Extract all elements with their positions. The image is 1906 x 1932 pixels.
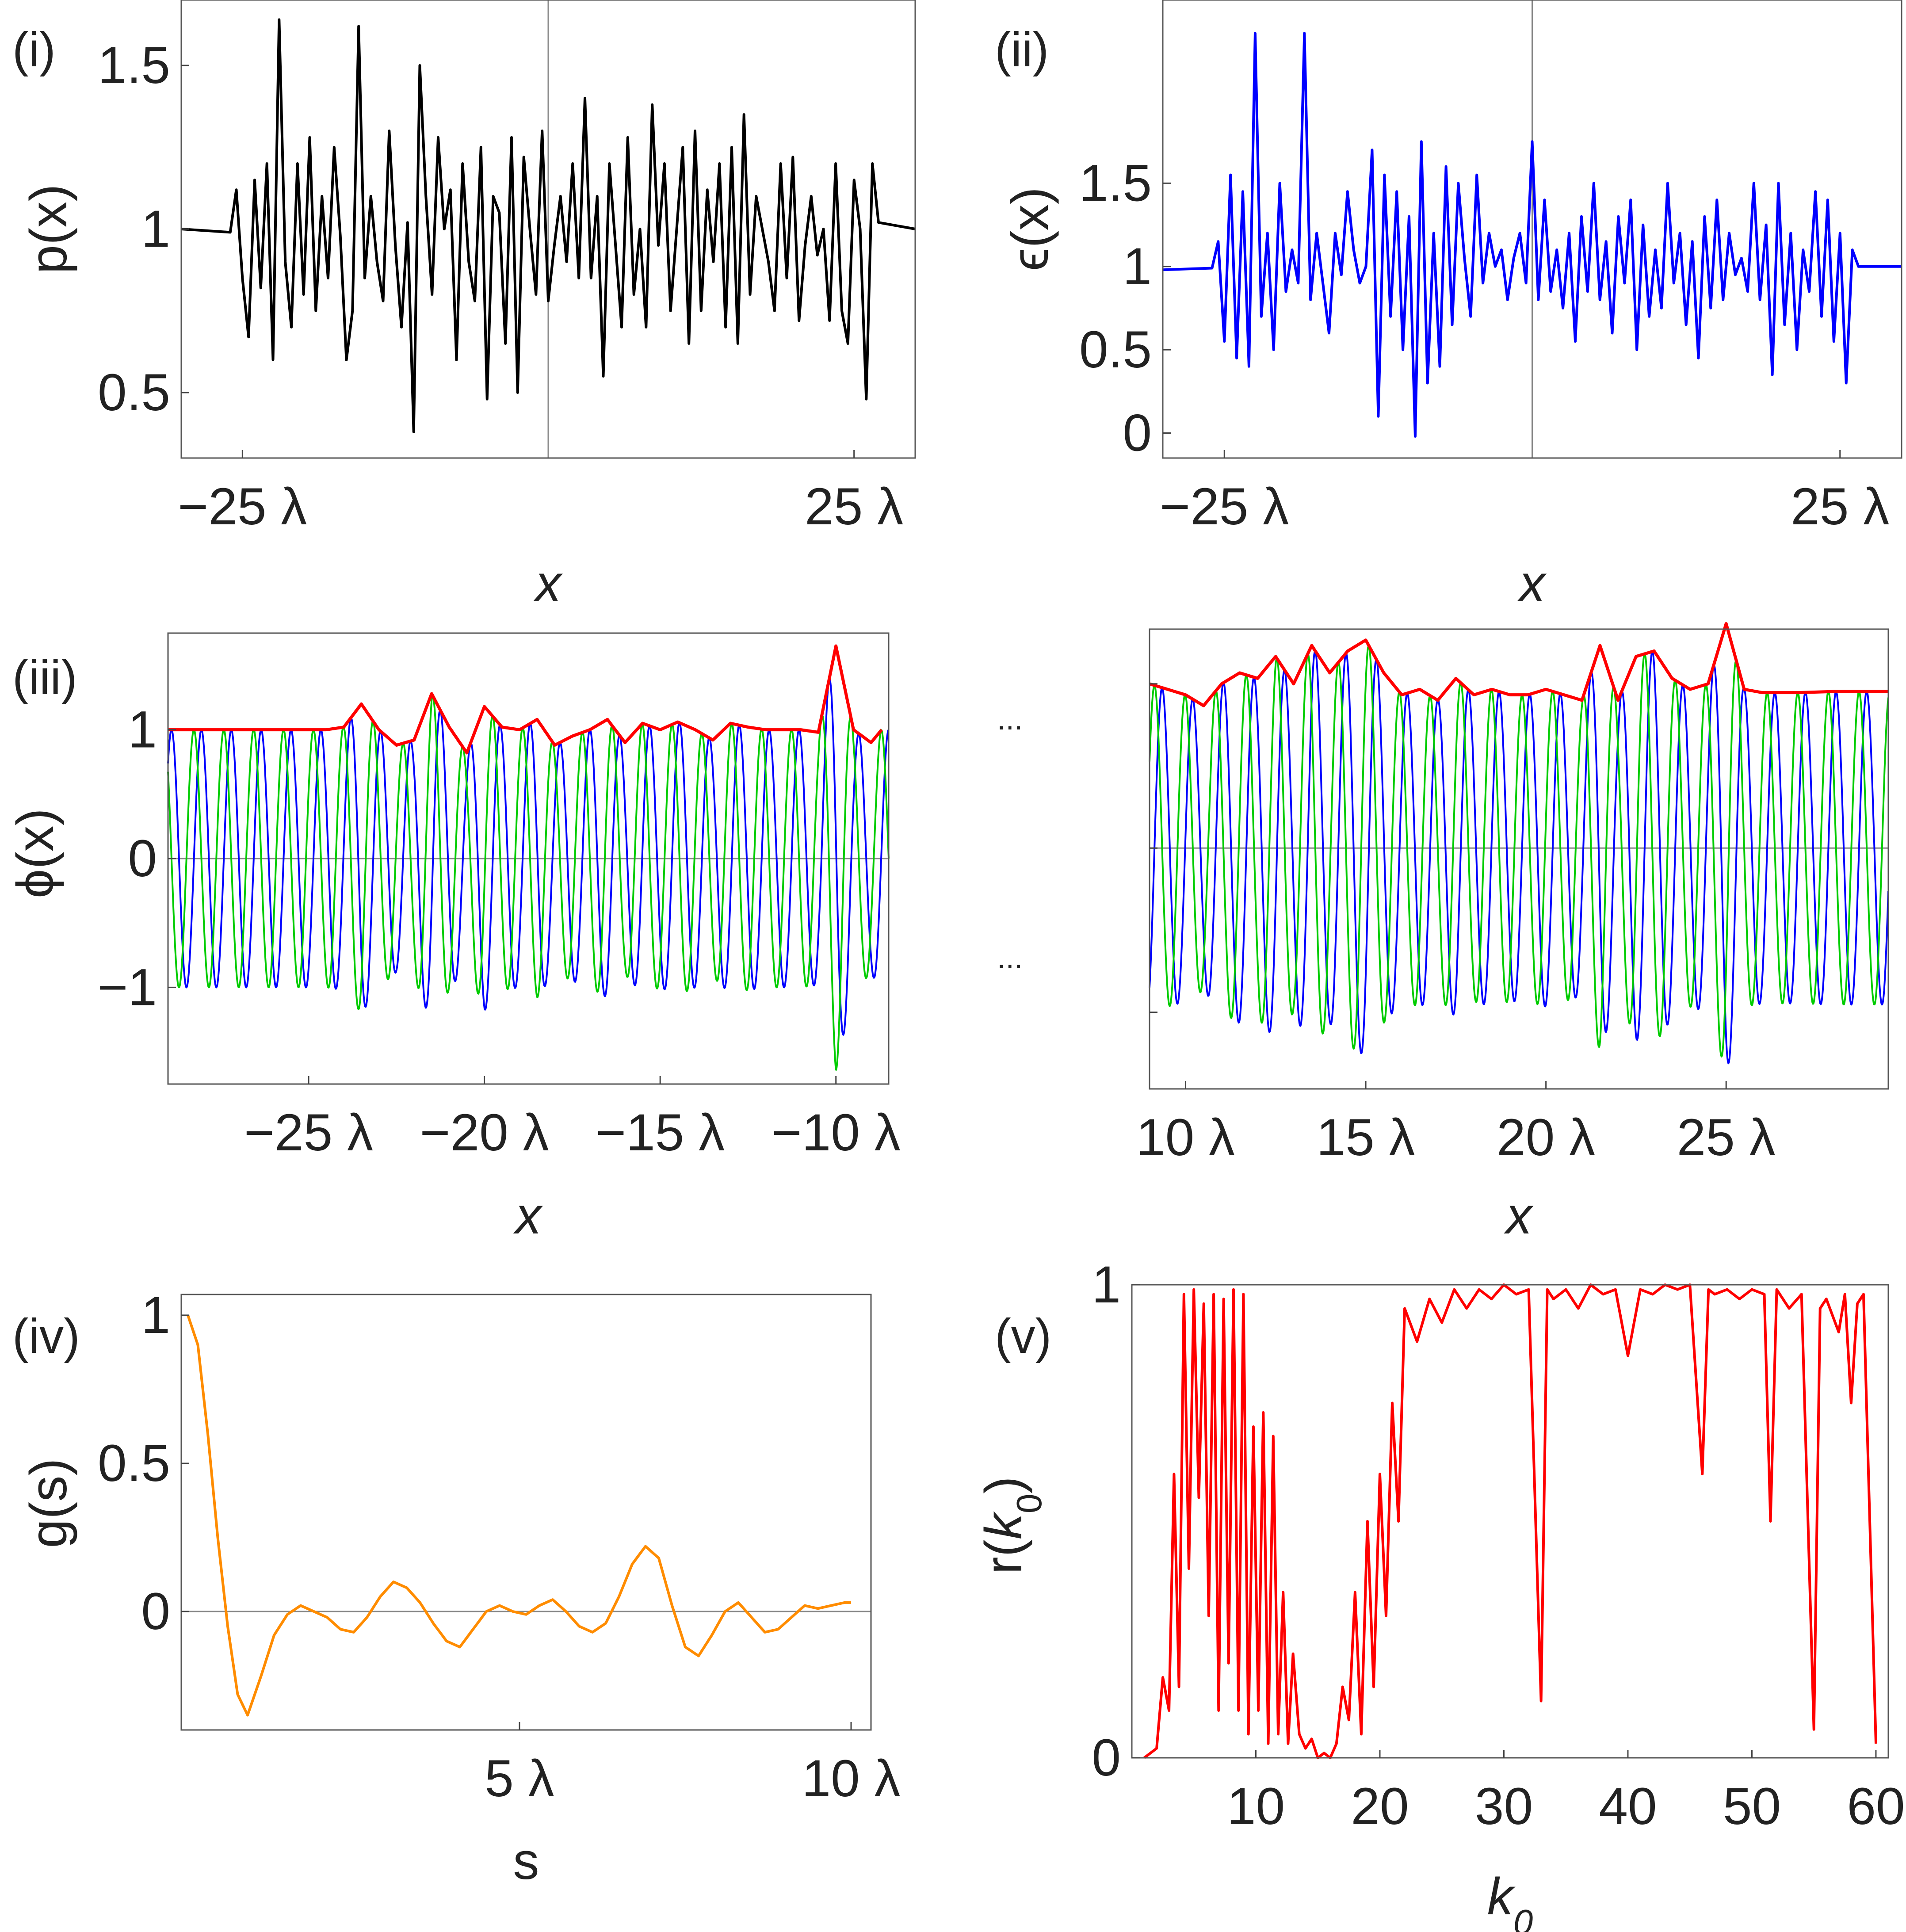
y-axis-title-ii: ϵ(x) (1001, 187, 1059, 271)
x-tick-label-iv-0: 5 λ (485, 1749, 554, 1808)
x-tick-label-v-2: 30 (1475, 1777, 1533, 1836)
y-axis-title-iii: ϕ(x) (6, 808, 65, 898)
x-tick-label-iv-1: 10 λ (802, 1749, 900, 1808)
y-tick-label-ii-2: 1 (1123, 237, 1152, 296)
y-tick-label-v-1: 1 (1092, 1256, 1121, 1314)
series-line-iiiR-0 (1149, 650, 1889, 1065)
x-tick-label-ii-0: −25 λ (1160, 477, 1289, 536)
x-axis-title-iv: s (513, 1832, 539, 1890)
panel-iii: −25 λ −20 λ −15 λ −10 λ −1 0 1 x ϕ(x) (6, 632, 901, 1245)
x-tick-label-iiiR-2: 20 λ (1497, 1108, 1595, 1167)
panel-label-i: (i) (12, 23, 56, 77)
x-tick-label-v-5: 60 (1847, 1777, 1905, 1836)
y-tick-label-iii-2: 1 (128, 701, 157, 759)
panel-i: −25 λ 25 λ 0.5 1 1.5 x p(x) (19, 0, 916, 613)
series-line-ii-0 (1162, 32, 1902, 438)
series-line-v-0 (1143, 1283, 1877, 1759)
x-tick-label-i-1: 25 λ (805, 477, 903, 536)
x-tick-label-v-1: 20 (1351, 1777, 1409, 1836)
series-line-iv-0 (187, 1314, 851, 1717)
ellipsis-bottom: ... (997, 940, 1023, 975)
y-tick-label-ii-0: 0 (1123, 404, 1152, 462)
series-line-iiiR-1 (1149, 645, 1889, 1058)
x-tick-label-iii-3: −10 λ (772, 1103, 901, 1162)
plot-frame-ii (1162, 0, 1902, 459)
x-tick-label-iiiR-0: 10 λ (1136, 1108, 1235, 1167)
x-axis-title-ii: x (1517, 554, 1547, 613)
x-tick-label-i-0: −25 λ (178, 477, 307, 536)
y-axis-title-close-v: ) (974, 1476, 1033, 1493)
panel-label-iv: (iv) (12, 1309, 80, 1363)
series-line-i-0 (181, 18, 916, 433)
panel-label-iii: (iii) (12, 650, 77, 705)
x-tick-label-ii-1: 25 λ (1791, 477, 1889, 536)
panel-label-ii: (ii) (995, 23, 1049, 77)
plot-frame-v (1131, 1284, 1889, 1759)
y-tick-label-iii-0: −1 (97, 958, 157, 1016)
y-tick-label-iii-1: 0 (128, 829, 157, 888)
y-tick-label-iv-0: 0 (141, 1582, 170, 1641)
x-axis-title-i: x (533, 554, 563, 613)
y-tick-label-ii-1: 0.5 (1079, 321, 1152, 379)
series-line-iii-1 (167, 695, 890, 1071)
y-tick-label-i-0: 0.5 (98, 363, 170, 422)
y-tick-label-i-1: 1 (141, 200, 170, 258)
x-axis-title-iiiR: x (1504, 1187, 1534, 1245)
x-tick-label-iiiR-1: 15 λ (1317, 1108, 1415, 1167)
y-axis-title-iv: g(s) (19, 1458, 78, 1548)
panel-ii: −25 λ 25 λ 0 0.5 1 1.5 x ϵ(x) (1001, 0, 1902, 613)
x-tick-label-iii-1: −20 λ (420, 1103, 549, 1162)
x-tick-label-v-4: 50 (1723, 1777, 1781, 1836)
series-line-iii-2 (168, 644, 883, 755)
x-tick-label-iii-0: −25 λ (244, 1103, 373, 1162)
panel-iv: 5 λ 10 λ 0 0.5 1 s g(s) (19, 1286, 901, 1890)
y-tick-label-iv-2: 1 (141, 1286, 170, 1344)
y-tick-label-i-2: 1.5 (98, 36, 170, 95)
x-tick-label-iiiR-3: 25 λ (1677, 1108, 1776, 1167)
y-tick-label-ii-3: 1.5 (1079, 154, 1152, 212)
panel-iiiR: 10 λ 15 λ 20 λ 25 λ x (1136, 622, 1889, 1245)
y-axis-title-i: p(x) (19, 184, 78, 274)
panel-label-v: (v) (995, 1309, 1051, 1363)
x-tick-label-v-0: 10 (1227, 1777, 1285, 1836)
y-axis-title-sub-v: 0 (1009, 1494, 1049, 1514)
x-axis-title-iii: x (513, 1187, 543, 1245)
y-tick-label-iv-1: 0.5 (98, 1434, 170, 1493)
x-tick-label-v-3: 40 (1599, 1777, 1657, 1836)
x-tick-label-iii-2: −15 λ (596, 1103, 725, 1162)
plot-frame-iv (180, 1294, 872, 1731)
series-line-iiiR-2 (1149, 622, 1888, 707)
plot-frame-iiiR (1149, 628, 1889, 1090)
x-axis-title-sub-v: 0 (1513, 1902, 1533, 1932)
ellipsis-top: ... (997, 702, 1023, 736)
y-tick-label-v-0: 0 (1092, 1729, 1121, 1787)
y-axis-title-k-v: k (974, 1511, 1033, 1539)
plots-layer: −25 λ 25 λ 0.5 1 1.5 x p(x) −25 λ 25 λ 0 0.5 1 1.5 x ϵ… (6, 0, 1905, 1932)
